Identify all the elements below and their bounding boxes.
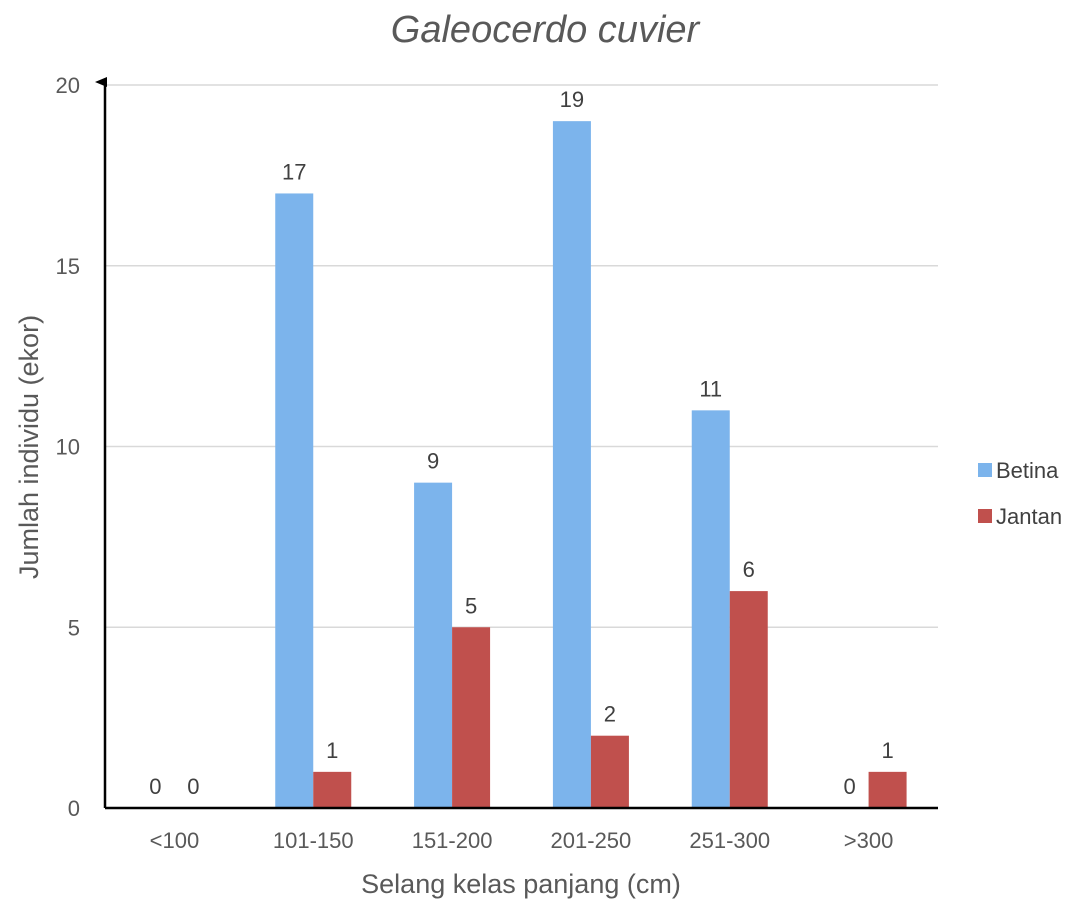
bar-jantan	[590, 735, 629, 808]
bar-betina	[414, 482, 453, 808]
data-label: 9	[427, 449, 439, 474]
legend-label-betina: Betina	[996, 458, 1059, 483]
y-tick-label: 10	[56, 435, 80, 460]
y-tick-label: 5	[68, 615, 80, 640]
bars	[275, 121, 907, 808]
data-label: 1	[881, 738, 893, 763]
y-tick-label: 15	[56, 254, 80, 279]
x-tick-label: <100	[150, 828, 200, 853]
legend: Betina Jantan	[978, 458, 1062, 529]
data-label: 19	[560, 87, 584, 112]
chart-title: Galeocerdo cuvier	[391, 9, 701, 51]
x-tick-label: 201-250	[551, 828, 632, 853]
y-tick-label: 0	[68, 796, 80, 821]
legend-swatch-betina	[978, 463, 992, 477]
bar-betina	[552, 121, 591, 808]
data-label: 0	[149, 774, 161, 799]
data-label: 1	[326, 738, 338, 763]
x-tick-labels: <100 101-150 151-200 201-250 251-300 >300	[150, 828, 894, 853]
data-label: 0	[187, 774, 199, 799]
legend-label-jantan: Jantan	[996, 504, 1062, 529]
bar-jantan	[729, 591, 768, 808]
bar-betina	[691, 410, 730, 808]
data-label: 11	[699, 376, 722, 401]
x-axis-label: Selang kelas panjang (cm)	[361, 869, 681, 899]
y-tick-labels: 0 5 10 15 20	[56, 73, 80, 821]
grid-lines	[105, 84, 938, 628]
data-label: 0	[843, 774, 855, 799]
bar-betina	[275, 193, 314, 808]
x-tick-label: >300	[844, 828, 894, 853]
bar-jantan	[313, 771, 352, 808]
x-tick-label: 251-300	[689, 828, 770, 853]
data-label: 17	[282, 159, 306, 184]
x-tick-label: 151-200	[412, 828, 493, 853]
legend-swatch-jantan	[978, 509, 992, 523]
bar-jantan	[868, 771, 907, 808]
y-tick-label: 20	[56, 73, 80, 98]
data-label: 2	[604, 702, 616, 727]
data-label: 5	[465, 593, 477, 618]
data-label: 6	[743, 557, 755, 582]
bar-jantan	[452, 627, 491, 808]
x-tick-label: 101-150	[273, 828, 354, 853]
y-axis-label: Jumlah individu (ekor)	[14, 315, 44, 579]
